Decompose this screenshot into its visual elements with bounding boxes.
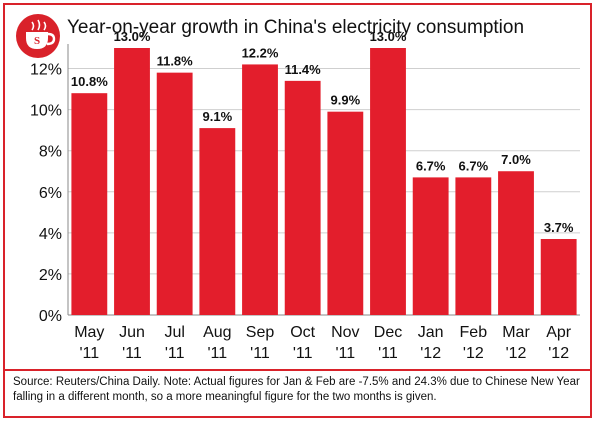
bar bbox=[71, 93, 108, 315]
x-tick-label-year: '11 bbox=[293, 345, 313, 362]
bar bbox=[327, 111, 364, 316]
x-tick-label-year: '12 bbox=[420, 345, 441, 362]
x-tick-label-year: '12 bbox=[463, 345, 484, 362]
source-divider bbox=[5, 369, 590, 371]
x-tick-label-year: '11 bbox=[335, 345, 355, 362]
bar bbox=[498, 171, 534, 315]
bar bbox=[412, 177, 449, 315]
bar bbox=[199, 128, 236, 315]
data-label: 13.0% bbox=[370, 29, 407, 44]
source-note: Source: Reuters/China Daily. Note: Actua… bbox=[13, 376, 580, 403]
chart-title: Year-on-year growth in China's electrici… bbox=[67, 17, 525, 38]
data-label: 6.7% bbox=[416, 158, 446, 173]
data-label: 3.7% bbox=[544, 220, 574, 235]
x-tick-label-month: Apr bbox=[546, 324, 572, 341]
x-tick-label-year: '11 bbox=[122, 345, 142, 362]
data-label: 9.1% bbox=[203, 109, 233, 124]
data-label: 12.2% bbox=[242, 45, 279, 60]
x-tick-label-month: Feb bbox=[460, 324, 488, 341]
x-tick-label-month: Mar bbox=[502, 324, 530, 341]
x-tick-label-month: Jul bbox=[164, 324, 184, 341]
x-tick-label-year: '11 bbox=[250, 345, 270, 362]
x-tick-label-month: Nov bbox=[331, 324, 359, 341]
bar bbox=[242, 64, 278, 315]
x-tick-label-month: Jan bbox=[418, 324, 444, 341]
bar bbox=[540, 239, 577, 315]
x-tick-label-year: '12 bbox=[506, 345, 527, 362]
data-label: 11.4% bbox=[285, 62, 322, 77]
bar-chart: 0% 2% 4% 6% 8% 10% 12% 10.8% May '11 13.0% Jun '11 11… bbox=[30, 29, 580, 362]
x-tick-label-year: '11 bbox=[79, 345, 99, 362]
y-tick-label: 8% bbox=[39, 144, 62, 161]
y-tick-label: 6% bbox=[39, 185, 62, 202]
x-tick-label-year: '11 bbox=[207, 345, 227, 362]
y-tick-label: 10% bbox=[30, 103, 62, 120]
y-tick-label: 0% bbox=[39, 308, 62, 325]
bar bbox=[370, 48, 406, 315]
data-label: 7.0% bbox=[501, 152, 531, 167]
x-tick-label-month: Jun bbox=[119, 324, 145, 341]
bar bbox=[114, 48, 150, 315]
x-tick-label-month: May bbox=[74, 324, 104, 341]
coffee-cup-icon: S bbox=[16, 14, 60, 58]
data-label: 13.0% bbox=[114, 29, 151, 44]
data-label: 9.9% bbox=[331, 93, 361, 108]
x-tick-label-year: '12 bbox=[548, 345, 569, 362]
x-tick-label-month: Oct bbox=[290, 324, 315, 341]
y-tick-label: 4% bbox=[39, 226, 62, 243]
bar bbox=[455, 177, 492, 315]
y-tick-label: 2% bbox=[39, 267, 62, 284]
x-tick-label-month: Aug bbox=[203, 324, 231, 341]
x-tick-label-year: '11 bbox=[378, 345, 398, 362]
x-tick-label-month: Sep bbox=[246, 324, 275, 341]
chart-frame: S Year-on-year growth in China's electri… bbox=[3, 3, 592, 418]
bar bbox=[284, 80, 321, 315]
x-tick-label-month: Dec bbox=[374, 324, 402, 341]
x-tick-label-year: '11 bbox=[165, 345, 185, 362]
logo-letter: S bbox=[34, 35, 40, 47]
data-label: 11.8% bbox=[157, 54, 194, 69]
y-tick-label: 12% bbox=[30, 62, 62, 79]
data-label: 10.8% bbox=[71, 74, 108, 89]
bar bbox=[156, 72, 193, 316]
data-label: 6.7% bbox=[459, 158, 489, 173]
